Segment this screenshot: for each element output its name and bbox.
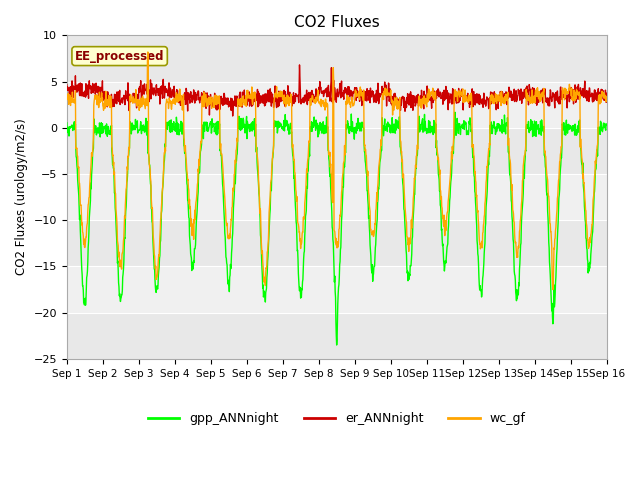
Bar	[67, 128, 607, 174]
Bar	[67, 266, 607, 312]
Text: EE_processed: EE_processed	[75, 49, 164, 62]
Y-axis label: CO2 Fluxes (urology/m2/s): CO2 Fluxes (urology/m2/s)	[15, 119, 28, 276]
Bar	[67, 82, 607, 128]
Title: CO2 Fluxes: CO2 Fluxes	[294, 15, 380, 30]
Bar	[67, 174, 607, 220]
Bar	[67, 312, 607, 359]
Bar	[67, 220, 607, 266]
Legend: gpp_ANNnight, er_ANNnight, wc_gf: gpp_ANNnight, er_ANNnight, wc_gf	[143, 407, 531, 430]
Bar	[67, 36, 607, 82]
